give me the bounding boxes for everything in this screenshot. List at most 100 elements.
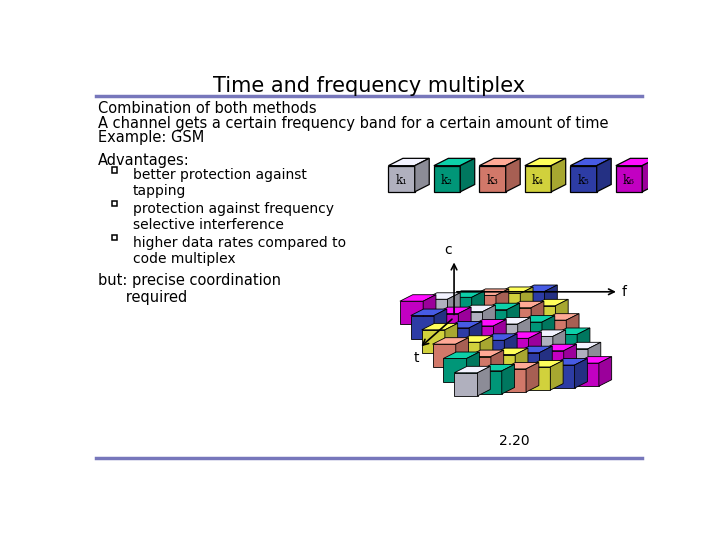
Polygon shape: [493, 320, 506, 349]
Polygon shape: [446, 328, 469, 351]
Polygon shape: [459, 312, 482, 335]
Polygon shape: [532, 306, 555, 329]
Polygon shape: [530, 336, 553, 360]
Polygon shape: [521, 292, 544, 315]
Polygon shape: [434, 158, 474, 166]
Polygon shape: [526, 362, 539, 392]
Polygon shape: [566, 314, 579, 343]
Polygon shape: [504, 334, 517, 363]
Polygon shape: [481, 334, 517, 340]
Polygon shape: [507, 303, 520, 333]
Polygon shape: [484, 303, 520, 310]
Polygon shape: [597, 158, 611, 192]
Text: t: t: [414, 351, 420, 365]
Polygon shape: [447, 293, 460, 322]
Polygon shape: [570, 166, 597, 192]
Text: k₁: k₁: [395, 173, 408, 186]
Polygon shape: [495, 324, 518, 347]
Polygon shape: [411, 315, 434, 339]
Polygon shape: [543, 320, 566, 343]
Polygon shape: [434, 166, 460, 192]
Text: k₃: k₃: [487, 173, 498, 186]
Text: Combination of both methods: Combination of both methods: [98, 101, 316, 116]
Polygon shape: [492, 348, 528, 355]
Polygon shape: [469, 321, 482, 351]
Polygon shape: [424, 299, 447, 322]
Polygon shape: [388, 166, 415, 192]
Polygon shape: [521, 287, 533, 316]
Polygon shape: [525, 158, 566, 166]
Polygon shape: [459, 307, 471, 336]
Text: k₅: k₅: [577, 173, 590, 186]
Polygon shape: [575, 359, 588, 388]
Polygon shape: [477, 366, 490, 396]
Polygon shape: [541, 350, 564, 374]
Polygon shape: [480, 166, 505, 192]
Polygon shape: [575, 363, 599, 386]
Polygon shape: [516, 353, 539, 376]
Polygon shape: [553, 330, 566, 360]
Bar: [112, 235, 117, 240]
Bar: [112, 167, 117, 173]
Polygon shape: [552, 158, 566, 192]
Polygon shape: [616, 166, 642, 192]
Polygon shape: [473, 289, 509, 295]
Polygon shape: [472, 291, 485, 320]
Polygon shape: [616, 158, 657, 166]
Polygon shape: [495, 318, 531, 324]
Polygon shape: [503, 369, 526, 392]
Polygon shape: [482, 305, 495, 335]
Text: c: c: [444, 242, 451, 256]
Polygon shape: [491, 350, 504, 380]
Polygon shape: [456, 336, 492, 342]
Polygon shape: [508, 301, 544, 308]
Polygon shape: [454, 366, 490, 373]
Polygon shape: [433, 338, 469, 344]
Polygon shape: [424, 293, 460, 299]
Polygon shape: [530, 330, 566, 336]
Polygon shape: [542, 315, 555, 345]
Polygon shape: [460, 158, 474, 192]
Polygon shape: [570, 158, 611, 166]
Text: Example: GSM: Example: GSM: [98, 130, 204, 145]
Polygon shape: [518, 318, 531, 347]
Polygon shape: [423, 295, 436, 325]
Polygon shape: [516, 348, 528, 377]
Polygon shape: [575, 356, 612, 363]
Polygon shape: [531, 301, 544, 331]
Polygon shape: [388, 158, 429, 166]
Polygon shape: [481, 340, 504, 363]
Polygon shape: [532, 299, 568, 306]
Text: but: precise coordination
      required: but: precise coordination required: [98, 273, 281, 305]
Polygon shape: [539, 346, 552, 376]
Polygon shape: [480, 336, 492, 366]
Text: better protection against
tapping: better protection against tapping: [132, 168, 307, 198]
Polygon shape: [508, 308, 531, 331]
Polygon shape: [555, 299, 568, 329]
Text: k₄: k₄: [532, 173, 544, 186]
Polygon shape: [422, 323, 458, 330]
Polygon shape: [550, 361, 563, 390]
Polygon shape: [415, 158, 429, 192]
Polygon shape: [449, 298, 472, 320]
Text: 2.20: 2.20: [500, 434, 530, 448]
Polygon shape: [456, 342, 480, 366]
Text: k₂: k₂: [441, 173, 453, 186]
Polygon shape: [502, 364, 515, 394]
Polygon shape: [544, 285, 557, 315]
Polygon shape: [484, 310, 507, 333]
Polygon shape: [470, 320, 506, 326]
Polygon shape: [554, 334, 577, 357]
Text: A channel gets a certain frequency band for a certain amount of time: A channel gets a certain frequency band …: [98, 116, 608, 131]
Polygon shape: [552, 359, 588, 365]
Polygon shape: [496, 289, 509, 319]
Polygon shape: [445, 323, 458, 353]
Polygon shape: [422, 330, 445, 353]
Polygon shape: [505, 339, 528, 361]
Polygon shape: [516, 346, 552, 353]
Polygon shape: [518, 315, 555, 322]
Polygon shape: [564, 349, 588, 372]
Polygon shape: [468, 356, 491, 380]
Polygon shape: [479, 371, 502, 394]
Polygon shape: [400, 295, 436, 301]
